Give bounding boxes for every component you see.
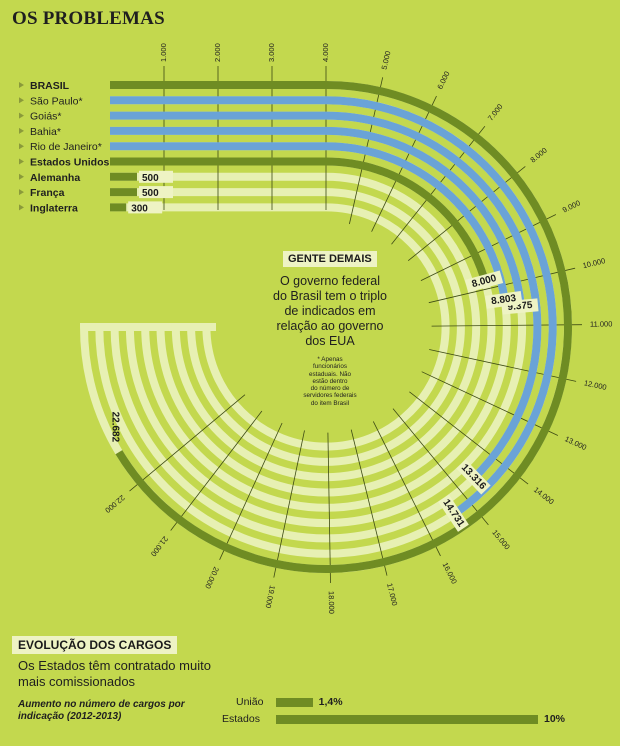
value-label: 22.682: [109, 412, 120, 443]
tick-label: 12.000: [583, 378, 607, 392]
value-label-bg: [485, 291, 523, 309]
value-label: 300: [131, 203, 148, 214]
page-title: OS PROBLEMAS: [12, 8, 165, 29]
series-bars: [110, 81, 572, 573]
value-label: 500: [142, 173, 159, 184]
footnote-line: do item Brasil: [310, 399, 350, 407]
row-arrow-icon: [19, 112, 24, 119]
evolucao-value-estados: 10%: [544, 713, 566, 725]
tick-line: [350, 429, 388, 576]
footnote-line: * Apenas: [317, 356, 343, 363]
evolucao-bar-uniao: [276, 698, 313, 707]
tick-label: 4.000: [321, 43, 330, 62]
tick-label: 2.000: [213, 43, 222, 62]
value-label: 8.803: [491, 293, 518, 307]
tick-line: [431, 324, 583, 327]
evolucao-category-uniao: União: [236, 696, 264, 708]
value-label-bg: [464, 270, 504, 293]
tick-label: 8.000: [528, 146, 548, 165]
row-arrow-icon: [19, 143, 24, 150]
row-arrow-icon: [19, 158, 24, 165]
row-arrow-icon: [19, 82, 24, 88]
footnote-line: estão dentro: [312, 377, 348, 385]
evolucao-category-estados: Estados: [222, 713, 260, 725]
tick-line: [170, 410, 263, 531]
value-label-bg: [139, 186, 173, 199]
footnote: * Apenas funcionários estaduais. Não est…: [290, 356, 370, 407]
tick-label: 14.000: [532, 485, 556, 506]
row-arrow-icon: [19, 173, 24, 180]
gente-demais-line: do Brasil tem o triplo: [273, 289, 387, 303]
row-label: Rio de Janeiro*: [30, 141, 102, 153]
tick-label: 21.000: [149, 534, 170, 558]
row-arrow-icon: [19, 204, 24, 211]
gente-demais-line: dos EUA: [305, 334, 355, 348]
tick-label: 3.000: [267, 43, 276, 62]
series-bar: [110, 111, 542, 483]
value-label-bg: [128, 201, 163, 214]
tick-label: 1.000: [159, 43, 168, 62]
value-label-bg: [139, 170, 173, 183]
tick-label: 11.000: [590, 319, 612, 328]
ring-track: [110, 203, 450, 451]
tick-line: [273, 430, 305, 578]
gente-demais-line: relação ao governo: [276, 319, 384, 333]
row-arrow-icon: [19, 189, 24, 196]
value-label-bg: [456, 459, 491, 495]
tick-line: [409, 391, 529, 485]
evolucao-title: EVOLUÇÃO DOS CARGOS: [12, 636, 178, 654]
tick-label: 5.000: [380, 50, 393, 70]
value-label-bg: [438, 494, 469, 532]
evolucao-note: Aumento no número de cargos por indicaçã…: [18, 699, 185, 722]
tick-label: 18.000: [327, 591, 336, 614]
tick-label: 15.000: [490, 528, 512, 551]
footnote-line: do número de: [310, 385, 350, 393]
tick-line: [392, 408, 489, 526]
gente-demais-heading: GENTE DEMAIS: [283, 251, 377, 267]
evolucao-bar-estados: [276, 715, 538, 724]
row-arrow-icon: [19, 97, 24, 104]
tick-label: 6.000: [435, 70, 451, 91]
evolucao-subtitle: Os Estados têm contratado muito mais com…: [18, 658, 211, 689]
tick-label: 13.000: [563, 434, 588, 452]
tick-line: [372, 421, 441, 557]
series-bar: [110, 96, 557, 520]
row-label: Goiás*: [30, 111, 62, 123]
tick-label: 16.000: [441, 561, 459, 586]
ring-track: [110, 188, 465, 466]
tick-label: 19.000: [264, 585, 278, 609]
tick-label: 17.000: [385, 582, 399, 606]
tick-label: 7.000: [486, 102, 505, 122]
tick-label: 9.000: [561, 198, 582, 214]
series-bar: [110, 142, 510, 303]
row-label: Inglaterra: [30, 202, 78, 214]
value-label: 500: [142, 188, 159, 199]
tick-line: [129, 394, 246, 492]
row-label: Bahia*: [30, 126, 61, 138]
evolucao-value-uniao: 1,4%: [318, 696, 343, 708]
tick-label: 10.000: [582, 256, 606, 270]
row-label: Alemanha: [30, 172, 80, 184]
series-bar: [110, 157, 490, 285]
tick-line: [429, 349, 577, 382]
gente-demais-line: de indicados em: [284, 304, 376, 318]
tick-label: 20.000: [203, 565, 221, 590]
footnote-line: estaduais. Não: [308, 370, 351, 378]
series-bar: [110, 126, 526, 310]
gente-demais-line: O governo federal: [279, 274, 381, 288]
row-arrow-icon: [19, 127, 24, 134]
footnote-line: servidores federais: [303, 392, 357, 400]
row-label: São Paulo*: [30, 95, 83, 107]
row-label: França: [30, 187, 65, 199]
tick-line: [327, 432, 331, 584]
tick-line: [219, 422, 283, 560]
row-label: Estados Unidos: [30, 157, 110, 169]
row-label: BRASIL: [30, 80, 70, 92]
tick-line: [421, 371, 559, 436]
series-bar: [110, 81, 572, 573]
tick-label: 22.000: [103, 493, 126, 515]
gente-demais-text: O governo federal do Brasil tem o triplo…: [250, 274, 410, 349]
footnote-line: funcionários: [313, 363, 347, 371]
